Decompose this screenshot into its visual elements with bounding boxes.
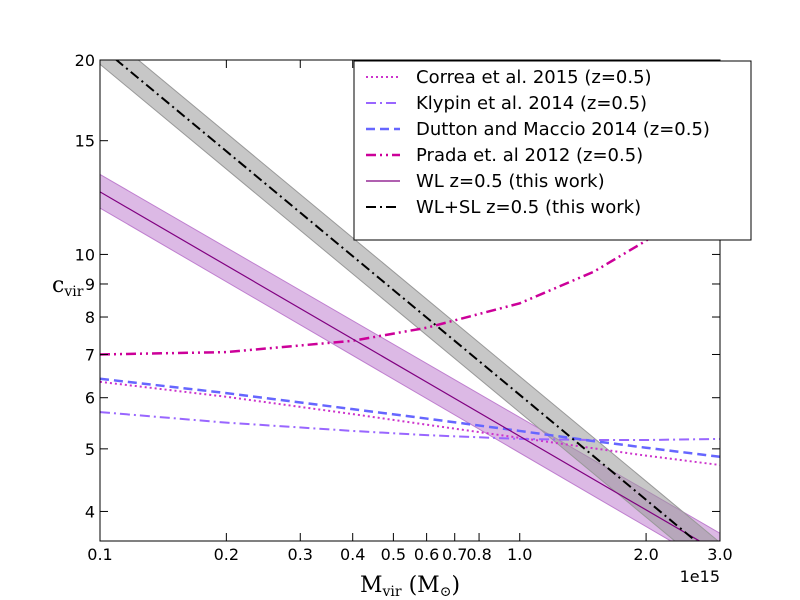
legend: Correa et al. 2015 (z=0.5) Klypin et al. … [353, 60, 752, 241]
legend-label-3: Prada et. al 2012 (z=0.5) [416, 145, 643, 166]
y-tick-label-3: 7 [85, 345, 95, 364]
plot-frame [99, 59, 721, 542]
line-series-5 [114, 60, 698, 541]
x-tick-label-5: 0.6 [414, 545, 439, 564]
x-tick-label-1: 0.2 [214, 545, 239, 564]
y-tick-label-2: 6 [85, 389, 95, 408]
axis-ticks [99, 59, 721, 541]
x-tick-label-3: 0.4 [340, 545, 365, 564]
x-tick-label-2: 0.3 [288, 545, 313, 564]
legend-frame [353, 60, 752, 241]
x-tick-label-9: 2.0 [633, 545, 658, 564]
x-offset-text: 1e15 [680, 567, 720, 586]
x-tick-label-7: 0.8 [466, 545, 491, 564]
line-series-2 [100, 377, 720, 459]
line-series-4 [100, 191, 701, 541]
x-tick-label-4: 0.5 [381, 545, 406, 564]
legend-label-1: Klypin et al. 2014 (z=0.5) [416, 93, 647, 114]
confidence-bands [100, 60, 720, 541]
y-tick-label-5: 9 [85, 275, 95, 294]
band-series-5 [100, 60, 719, 541]
y-tick-label-0: 4 [85, 502, 95, 521]
y-tick-label-4: 8 [85, 308, 95, 327]
legend-label-5: WL+SL z=0.5 (this work) [416, 197, 641, 218]
axis-tick-labels: 0.1 0.2 0.3 0.4 0.5 0.6 0.70.8 1.0 2.0 3.0 4 5 6 7 8 9 1… [75, 51, 733, 564]
x-tick-label-6: 0.7 [442, 545, 467, 564]
legend-label-4: WL z=0.5 (this work) [416, 171, 605, 192]
line-series-3 [100, 219, 673, 356]
y-axis-label: cvir [52, 273, 84, 300]
y-tick-label-7: 15 [75, 132, 95, 151]
y-tick-label-8: 20 [75, 51, 95, 70]
legend-label-2: Dutton and Maccio 2014 (z=0.5) [416, 119, 710, 140]
x-tick-label-0: 0.1 [87, 545, 112, 564]
legend-label-0: Correa et al. 2015 (z=0.5) [416, 67, 652, 88]
y-tick-label-6: 10 [75, 245, 95, 264]
line-series-1 [100, 411, 720, 442]
y-tick-label-1: 5 [85, 440, 95, 459]
series-lines [100, 60, 720, 541]
x-axis-label: Mvir (M⊙) [360, 573, 460, 600]
x-tick-label-10: 3.0 [707, 545, 732, 564]
x-tick-label-8: 1.0 [507, 545, 532, 564]
line-series-0 [100, 380, 720, 467]
